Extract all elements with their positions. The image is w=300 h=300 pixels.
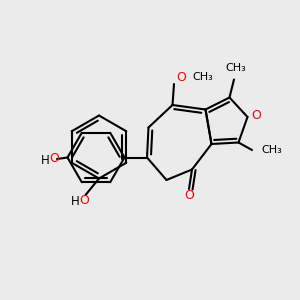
Text: CH₃: CH₃ [262,145,282,155]
Text: O: O [79,194,89,207]
Text: H: H [40,154,50,167]
Text: O: O [177,71,186,84]
Text: H: H [70,195,80,208]
Text: O: O [49,152,59,166]
Text: O: O [184,189,194,202]
Text: O: O [251,109,261,122]
Text: CH₃: CH₃ [193,72,213,82]
Text: CH₃: CH₃ [225,63,246,73]
